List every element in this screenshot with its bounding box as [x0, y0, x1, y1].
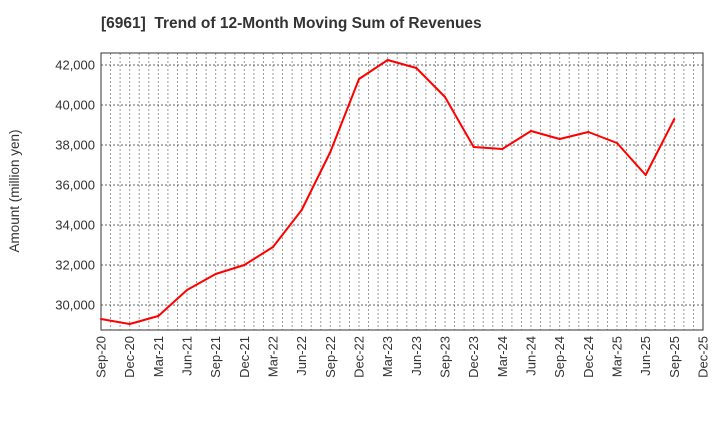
- data-point: [100, 318, 102, 320]
- x-tick-label: Sep-21: [208, 336, 223, 378]
- data-point: [587, 131, 590, 133]
- data-point: [644, 174, 647, 176]
- y-tick-label: 34,000: [55, 218, 95, 233]
- data-point: [243, 264, 246, 266]
- x-tick-label: Dec-22: [352, 336, 367, 378]
- y-tick-label: 40,000: [55, 98, 95, 113]
- data-point: [501, 148, 504, 150]
- data-point: [214, 273, 217, 275]
- x-tick-label: Dec-20: [122, 336, 137, 378]
- x-tick-label: Dec-21: [237, 336, 252, 378]
- x-tick-label: Sep-22: [323, 336, 338, 378]
- y-axis-ticks: 30,000 32,000 34,000 36,000 38,000 40,000 42,0…: [55, 58, 95, 313]
- y-axis-label: Amount (million yen): [7, 129, 22, 252]
- x-tick-label: Jun-21: [180, 336, 195, 376]
- data-point: [186, 289, 188, 291]
- data-point: [157, 315, 160, 317]
- x-tick-label: Mar-23: [380, 336, 395, 377]
- data-point: [358, 78, 360, 80]
- x-tick-label: Sep-20: [94, 336, 109, 378]
- x-axis-ticks: Sep-20 Dec-20 Mar-21 Jun-21 Sep-21 Dec-21 Mar-…: [94, 336, 711, 378]
- x-tick-label: Jun-25: [638, 336, 653, 376]
- x-tick-label: Mar-25: [610, 336, 625, 377]
- x-tick-label: Sep-23: [438, 336, 453, 378]
- data-point: [616, 142, 618, 144]
- data-point: [673, 118, 676, 120]
- y-tick-label: 30,000: [55, 298, 95, 313]
- x-tick-label: Mar-22: [266, 336, 281, 377]
- x-tick-label: Jun-23: [409, 336, 424, 376]
- y-tick-label: 32,000: [55, 258, 95, 273]
- data-point: [272, 246, 274, 248]
- x-tick-label: Sep-24: [552, 336, 567, 378]
- series-group: [100, 59, 676, 325]
- y-tick-label: 36,000: [55, 178, 95, 193]
- grid-lines: [101, 53, 703, 330]
- x-tick-label: Jun-24: [524, 336, 539, 376]
- y-tick-label: 42,000: [55, 58, 95, 73]
- plot-area-frame: [100, 52, 704, 331]
- data-point: [444, 96, 446, 98]
- data-point: [472, 146, 475, 148]
- x-tick-label: Jun-22: [294, 336, 309, 376]
- data-point: [530, 130, 532, 132]
- x-tick-label: Mar-24: [495, 336, 510, 377]
- x-tick-label: Dec-24: [581, 336, 596, 378]
- data-point: [128, 323, 131, 325]
- data-point: [329, 151, 332, 153]
- series-line: [100, 59, 676, 325]
- y-tick-label: 38,000: [55, 138, 95, 153]
- x-tick-label: Dec-23: [466, 336, 481, 378]
- x-tick-label: Dec-25: [696, 336, 711, 378]
- x-tick-label: Mar-21: [151, 336, 166, 377]
- data-point: [386, 59, 389, 61]
- data-point: [300, 209, 303, 211]
- data-point: [558, 138, 561, 140]
- chart-title: [6961] Trend of 12-Month Moving Sum of R…: [101, 15, 482, 32]
- x-tick-label: Sep-25: [667, 336, 682, 378]
- data-point: [415, 67, 418, 69]
